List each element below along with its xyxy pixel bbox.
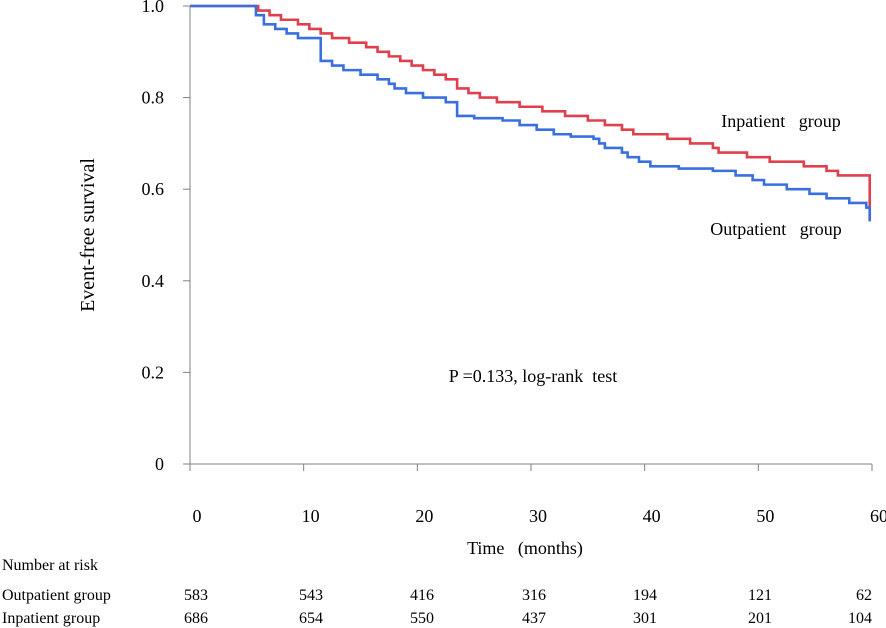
x-tick-label: 50 (756, 506, 774, 526)
risk-value: 437 (522, 610, 546, 627)
risk-value: 550 (410, 610, 434, 627)
outpatient-curve (190, 4, 872, 222)
x-tick-label: 0 (193, 506, 202, 526)
risk-value: 316 (522, 587, 546, 604)
x-axis-ticks: 0 10 20 30 40 50 60 (189, 464, 886, 526)
risk-value: 121 (748, 587, 772, 604)
risk-table-title: Number at risk (2, 557, 98, 574)
risk-value: 194 (633, 587, 657, 604)
survival-curves (190, 4, 872, 222)
p-value-annotation: P =0.133, log-rank test (449, 366, 617, 386)
risk-value: 301 (633, 610, 657, 627)
outpatient-series-label: Outpatient group (710, 219, 841, 239)
y-axis-label: Event-free survival (77, 158, 99, 312)
x-tick-label: 30 (529, 506, 547, 526)
y-tick-label: 0.2 (142, 362, 165, 382)
x-tick-label: 40 (643, 506, 661, 526)
risk-row-label-outpatient: Outpatient group (2, 587, 111, 604)
risk-value: 543 (299, 587, 323, 604)
risk-value: 104 (848, 610, 872, 627)
risk-value: 416 (410, 587, 434, 604)
y-tick-label: 0.4 (142, 271, 165, 291)
y-tick-label: 0.6 (142, 179, 165, 199)
y-tick-label: 1.0 (142, 0, 165, 16)
y-tick-label: 0 (155, 454, 164, 474)
risk-value: 201 (748, 610, 772, 627)
x-tick-label: 20 (415, 506, 433, 526)
x-axis-label: Time (months) (467, 538, 583, 559)
x-tick-label: 60 (870, 506, 886, 526)
risk-table-values: 583 543 416 316 194 121 62 686 654 550 437 301 201 10… (184, 587, 872, 627)
y-tick-label: 0.8 (142, 88, 165, 108)
x-tick-label: 10 (302, 506, 320, 526)
risk-value: 686 (184, 610, 208, 627)
risk-value: 654 (299, 610, 323, 627)
risk-value: 62 (856, 587, 872, 604)
risk-value: 583 (184, 587, 208, 604)
y-axis-ticks: 0 0.2 0.4 0.6 0.8 1.0 (142, 0, 190, 474)
inpatient-series-label: Inpatient group (721, 111, 840, 131)
risk-row-label-inpatient: Inpatient group (2, 610, 100, 627)
inpatient-curve (190, 4, 872, 222)
